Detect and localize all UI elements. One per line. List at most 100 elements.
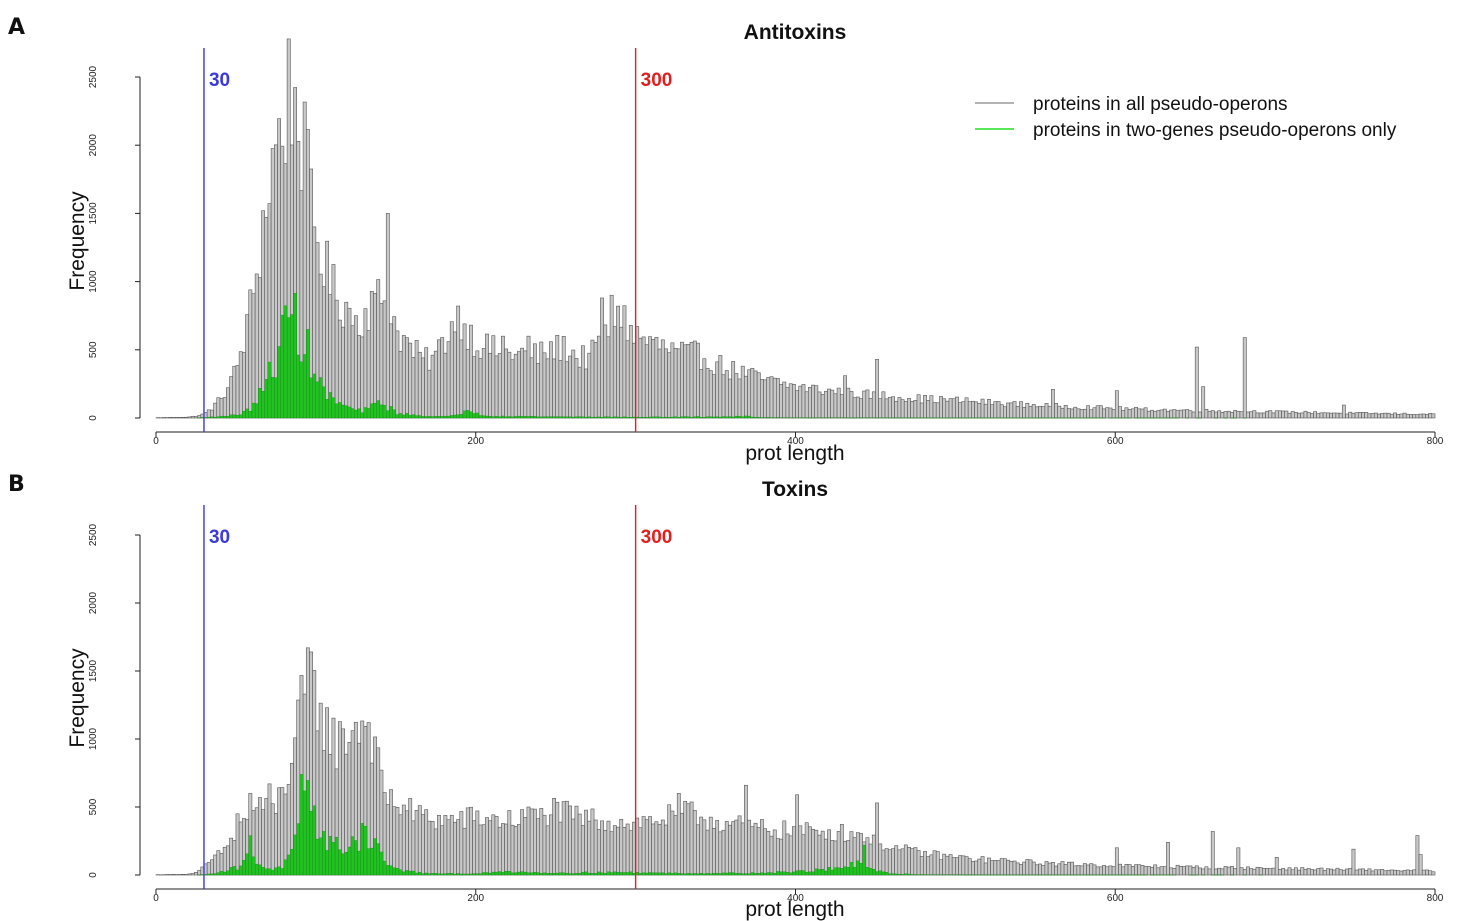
bar-two-gene [693, 873, 697, 876]
bar-all [731, 821, 736, 876]
bar-all [788, 383, 793, 419]
bar-all [1194, 346, 1199, 419]
bar-two-gene [533, 416, 537, 419]
bar-two-gene [299, 774, 304, 876]
bar-all [1348, 868, 1353, 876]
bar-two-gene [334, 403, 339, 419]
bar-two-gene [437, 873, 441, 876]
bar-two-gene [827, 867, 831, 876]
bar-all [772, 377, 777, 419]
bar-two-gene [497, 416, 502, 419]
bar-two-gene [609, 872, 614, 876]
bar-two-gene [222, 871, 227, 876]
bar-all [894, 400, 899, 419]
bar-all [1233, 868, 1238, 876]
bar-two-gene [446, 873, 451, 876]
bar-two-gene [561, 872, 566, 876]
panel-b-title: Toxins [762, 478, 828, 501]
bar-two-gene [325, 850, 329, 876]
bar-two-gene [389, 406, 393, 419]
bar-two-gene [549, 873, 553, 876]
bar-two-gene [904, 873, 908, 876]
bar-all [274, 812, 278, 876]
bar-all [190, 416, 195, 419]
bar-all [702, 358, 707, 419]
bar-two-gene [641, 417, 646, 419]
bar-all [868, 398, 873, 419]
bar-all [948, 854, 953, 876]
bar-all [242, 352, 246, 419]
bar-all [1082, 863, 1087, 876]
bar-all [1325, 868, 1330, 876]
bar-two-gene [539, 416, 544, 419]
bar-all [206, 409, 211, 419]
bar-all [673, 348, 678, 419]
bar-two-gene [910, 874, 914, 876]
bar-two-gene [788, 872, 793, 876]
panel-a-y-axis: 0 500 1000 1500 2000 2500 [88, 65, 141, 421]
bar-all [648, 336, 652, 419]
bar-all [814, 385, 819, 419]
bar-two-gene [299, 361, 304, 419]
bar-all [891, 848, 895, 876]
bar-all [245, 314, 250, 419]
bar-two-gene [590, 873, 595, 876]
bar-all [728, 824, 732, 876]
bar-all [718, 831, 723, 876]
bar-two-gene [740, 873, 745, 876]
bar-all [855, 396, 860, 419]
bar-all [1405, 869, 1410, 876]
bar-two-gene [756, 873, 761, 876]
bar-two-gene [219, 871, 224, 876]
bar-all [552, 358, 556, 419]
bar-two-gene [820, 868, 825, 876]
bar-all [1418, 413, 1423, 419]
bar-two-gene [824, 870, 828, 876]
bar-two-gene [782, 871, 787, 876]
bar-all [686, 803, 691, 876]
bar-two-gene [661, 417, 665, 419]
bar-two-gene [402, 871, 406, 876]
bar-all [644, 819, 649, 876]
bar-all [654, 336, 659, 419]
bar-all [651, 823, 656, 876]
bar-two-gene [414, 872, 419, 876]
bar-all [891, 396, 895, 419]
bar-all [385, 213, 390, 419]
bar-all [606, 336, 611, 419]
bar-all [475, 350, 480, 419]
bar-two-gene [545, 873, 550, 876]
bar-two-gene [395, 414, 400, 419]
bar-two-gene [808, 871, 812, 876]
bar-all [235, 365, 240, 419]
bar-two-gene [744, 415, 748, 419]
bar-all [226, 387, 230, 419]
bar-all [926, 856, 931, 876]
bar-all [590, 339, 595, 419]
bar-all [1412, 414, 1417, 419]
bar-all [760, 819, 764, 876]
bar-all [206, 862, 211, 876]
bar-two-gene [603, 873, 608, 876]
bar-all [1287, 867, 1292, 876]
bar-all [916, 394, 921, 419]
bar-all [417, 351, 422, 419]
bar-two-gene [373, 402, 377, 419]
bar-all [667, 352, 672, 419]
bar-all [907, 398, 911, 419]
bar-all [360, 336, 365, 419]
bar-two-gene [440, 416, 444, 419]
bar-two-gene [686, 873, 691, 876]
bar-two-gene [766, 872, 771, 876]
reference-label-30: 30 [209, 527, 230, 548]
bar-all [472, 820, 477, 876]
bar-all [1191, 411, 1196, 419]
bar-all [433, 350, 438, 419]
bar-all [894, 845, 899, 876]
bar-all [1188, 410, 1193, 419]
bar-all [398, 351, 403, 419]
bar-two-gene [504, 870, 508, 876]
bar-all [817, 391, 822, 419]
bar-all [548, 341, 553, 419]
bar-two-gene [261, 391, 265, 419]
